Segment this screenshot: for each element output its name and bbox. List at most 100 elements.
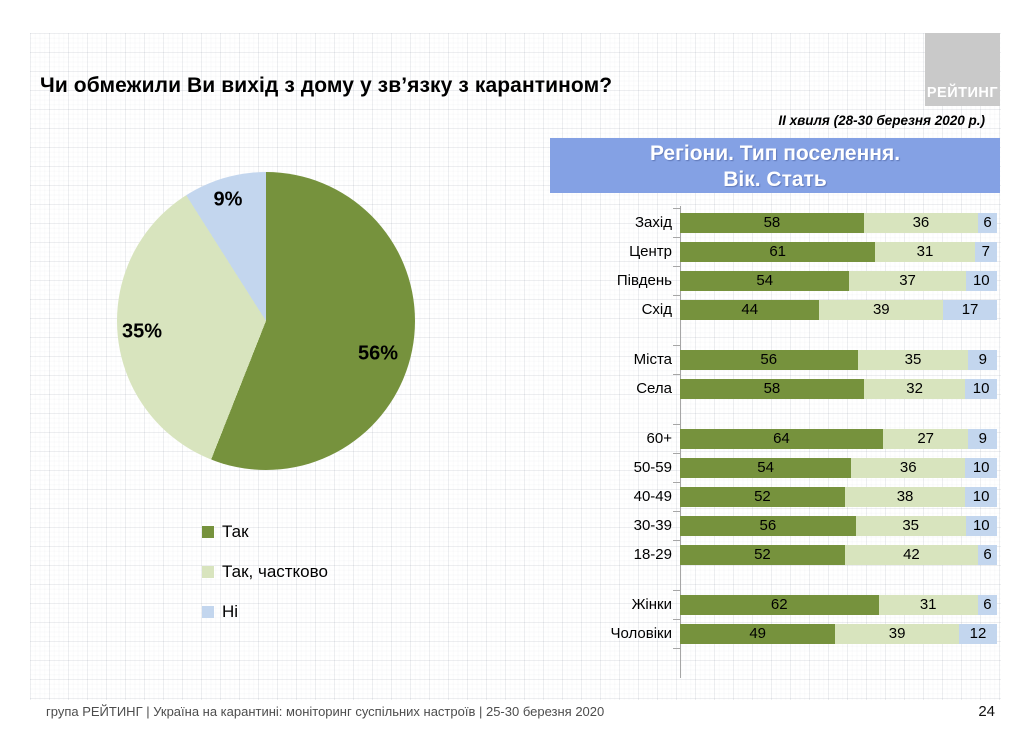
legend-label: Так — [222, 522, 249, 541]
bar-row-label: Центр — [629, 243, 672, 260]
legend-item: Так, частково — [202, 561, 328, 583]
bar-segment: 54 — [680, 271, 850, 291]
bar-segment: 12 — [958, 624, 997, 644]
bar-group: Жінки 62 31 6 Чоловіки 49 39 12 — [602, 590, 998, 644]
bar-segment: 64 — [680, 429, 883, 449]
bar-row-label: 30-39 — [633, 517, 672, 534]
bar-segment: 10 — [965, 516, 997, 536]
rating-logo-text: РЕЙТИНГ — [926, 85, 999, 101]
bar-row: 40-49 52 38 10 — [602, 482, 997, 507]
bar-segment: 62 — [680, 595, 879, 615]
legend-label: Так, частково — [222, 562, 328, 581]
bar-row: Схід 44 39 17 — [602, 295, 997, 320]
bar-row: 30-39 56 35 10 — [602, 511, 997, 536]
stacked-bar-chart: Захід 58 36 6 Центр 61 31 7 Південь 54 37 10 Схід 44 3… — [602, 206, 998, 678]
bar-row: Чоловіки 49 39 12 — [602, 619, 997, 644]
bar-track: 54 37 10 — [680, 271, 997, 291]
page-title: Чи обмежили Ви вихід з дому у зв’язку з … — [40, 74, 613, 97]
bar-row-label: 40-49 — [633, 488, 672, 505]
bar-segment: 35 — [855, 516, 966, 536]
page-number: 24 — [978, 703, 995, 720]
bar-segment: 61 — [680, 242, 876, 262]
bar-track: 52 42 6 — [680, 545, 997, 565]
bar-segment: 35 — [857, 350, 969, 370]
bar-row-label: Чоловіки — [610, 625, 672, 642]
bar-row-label: 60+ — [646, 430, 672, 447]
bar-row-label: Захід — [635, 214, 672, 231]
bar-segment: 7 — [974, 242, 998, 262]
bar-track: 54 36 10 — [680, 458, 998, 478]
bar-row-label: Жінки — [631, 596, 672, 613]
bar-segment: 42 — [844, 545, 978, 565]
bar-segment: 52 — [680, 545, 845, 565]
pie-legend: Так Так, частково Ні — [202, 521, 328, 641]
bar-segment: 17 — [943, 300, 997, 320]
bar-segment: 54 — [680, 458, 852, 478]
bar-row-label: 18-29 — [633, 546, 672, 563]
bar-segment: 39 — [835, 624, 959, 644]
bar-segment: 6 — [977, 213, 997, 233]
bar-segment: 56 — [680, 350, 858, 370]
bar-row: Центр 61 31 7 — [602, 237, 998, 262]
bar-segment: 31 — [875, 242, 975, 262]
bar-row-label: Схід — [641, 301, 672, 318]
bar-row: Села 58 32 10 — [602, 374, 997, 399]
bar-segment: 10 — [965, 487, 997, 507]
legend-item: Так — [202, 521, 328, 543]
bar-segment: 58 — [680, 213, 864, 233]
bar-segment: 10 — [965, 458, 998, 478]
bar-track: 56 35 10 — [680, 516, 997, 536]
bar-segment: 9 — [968, 429, 997, 449]
bar-track: 44 39 17 — [680, 300, 997, 320]
bar-segment: 39 — [819, 300, 944, 320]
section-header: Регіони. Тип поселення. Вік. Стать — [550, 138, 1000, 193]
bar-row: 50-59 54 36 10 — [602, 453, 998, 478]
bar-segment: 56 — [680, 516, 856, 536]
rating-logo: РЕЙТИНГ — [925, 33, 1000, 106]
bar-row: 60+ 64 27 9 — [602, 424, 997, 449]
bar-segment: 36 — [863, 213, 978, 233]
pie-slice-label: 56% — [357, 342, 399, 365]
bar-groups: Захід 58 36 6 Центр 61 31 7 Південь 54 37 10 Схід 44 3… — [602, 208, 998, 644]
bar-segment: 32 — [863, 379, 966, 399]
legend-swatch-icon — [202, 526, 214, 538]
bar-group: Захід 58 36 6 Центр 61 31 7 Південь 54 37 10 Схід 44 3… — [602, 208, 998, 320]
bar-row: Міста 56 35 9 — [602, 345, 997, 370]
legend-swatch-icon — [202, 566, 214, 578]
bar-track: 62 31 6 — [680, 595, 998, 615]
pie-slice-label: 35% — [121, 320, 163, 343]
bar-row-label: Села — [636, 380, 672, 397]
section-header-line1: Регіони. Тип поселення. — [649, 142, 901, 165]
bar-segment: 49 — [680, 624, 836, 644]
section-header-line2: Вік. Стать — [723, 168, 827, 191]
legend-label: Ні — [222, 602, 239, 621]
bar-track: 49 39 12 — [680, 624, 997, 644]
footer-text: група РЕЙТИНГ | Україна на карантині: мо… — [46, 704, 605, 719]
bar-track: 56 35 9 — [680, 350, 997, 370]
bar-row-label: Південь — [616, 272, 672, 289]
bar-row: Захід 58 36 6 — [602, 208, 997, 233]
bar-segment: 10 — [965, 271, 997, 291]
bar-row: 18-29 52 42 6 — [602, 540, 997, 565]
pie-chart — [117, 172, 415, 470]
bar-group: 60+ 64 27 9 50-59 54 36 10 40-49 52 38 10 30-39 56 35 1… — [602, 424, 998, 565]
wave-note: ІІ хвиля (28-30 березня 2020 р.) — [778, 113, 985, 128]
bar-segment: 6 — [977, 545, 997, 565]
bar-track: 58 36 6 — [680, 213, 997, 233]
legend-item: Ні — [202, 601, 328, 623]
bar-row-label: Міста — [633, 351, 672, 368]
bar-segment: 44 — [680, 300, 820, 320]
bar-segment: 6 — [977, 595, 998, 615]
legend-swatch-icon — [202, 606, 214, 618]
bar-segment: 58 — [680, 379, 864, 399]
pie-slice-label: 9% — [213, 188, 243, 211]
bar-row: Жінки 62 31 6 — [602, 590, 998, 615]
bar-segment: 52 — [680, 487, 845, 507]
bar-track: 61 31 7 — [680, 242, 998, 262]
bar-segment: 38 — [844, 487, 966, 507]
bar-track: 58 32 10 — [680, 379, 997, 399]
bar-segment: 37 — [849, 271, 966, 291]
bar-segment: 36 — [851, 458, 966, 478]
bar-segment: 10 — [965, 379, 997, 399]
bar-segment: 9 — [968, 350, 997, 370]
